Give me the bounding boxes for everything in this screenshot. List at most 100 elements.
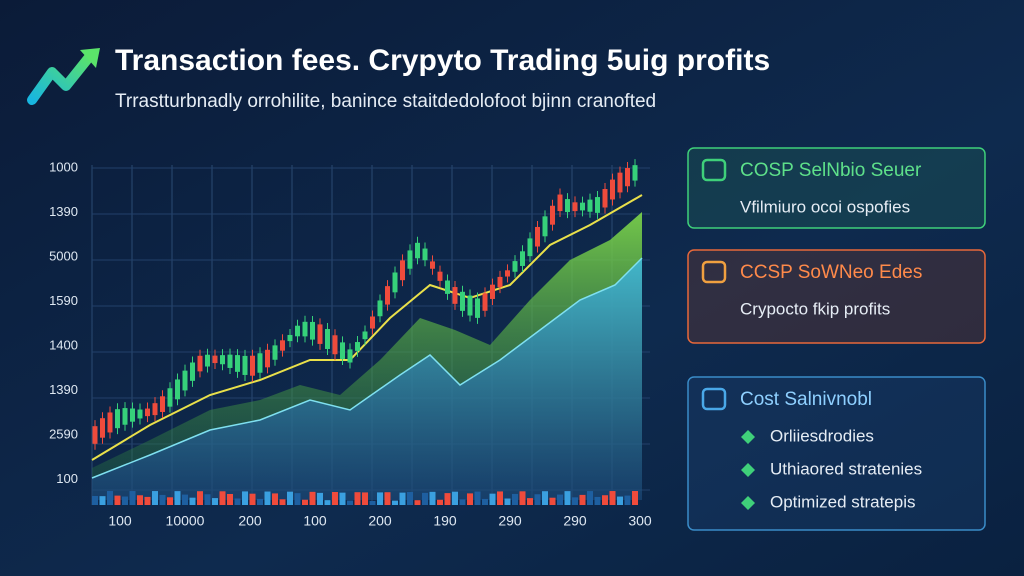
card xyxy=(687,376,986,531)
axis-labels: 1000 1390 5000 1590 1400 1390 2590 100 100 10000 2… xyxy=(49,159,652,528)
volume-bar xyxy=(369,500,376,505)
card-item: Orliiesdrodies xyxy=(770,426,874,445)
volume-bar xyxy=(414,500,421,505)
candle-body xyxy=(160,396,165,412)
volume-bar xyxy=(587,491,593,505)
volume-bar xyxy=(227,493,233,505)
blue-area xyxy=(92,258,642,500)
candle-body xyxy=(415,242,420,259)
volume-bar xyxy=(624,495,631,505)
volume-bar xyxy=(632,491,638,505)
volume-bar xyxy=(482,498,488,505)
candle-body xyxy=(152,403,158,416)
candles xyxy=(92,159,638,450)
candle-body xyxy=(250,355,255,376)
candle-body xyxy=(197,355,203,372)
candle-body xyxy=(535,226,540,247)
y-label: 1000 xyxy=(49,159,78,174)
card xyxy=(687,249,986,344)
volume-bar xyxy=(182,494,188,505)
volume-bar xyxy=(159,494,166,505)
candle-body xyxy=(527,238,533,257)
card-title: COSP SelNbio Seuer xyxy=(740,160,922,181)
candle-body xyxy=(122,408,128,425)
candle-body xyxy=(617,172,623,193)
volume-bar xyxy=(444,493,451,505)
volume-bar xyxy=(519,491,526,505)
candle-body xyxy=(355,342,360,351)
bullet xyxy=(741,496,755,510)
volume-bar xyxy=(399,492,406,505)
card-item: Vfilmiuro ocoi ospofies xyxy=(740,197,910,216)
candle-body xyxy=(505,270,510,277)
volume-bar xyxy=(174,491,181,505)
card xyxy=(687,147,986,229)
candle-body xyxy=(107,412,113,433)
volume-bar xyxy=(122,496,128,505)
volume-bar xyxy=(219,491,226,505)
card-icon xyxy=(701,260,727,284)
y-label: 5000 xyxy=(49,248,78,263)
candle-body xyxy=(182,370,188,391)
y-label: 100 xyxy=(56,471,78,486)
card-item: Uthiaored stratenies xyxy=(770,459,922,478)
candle-body xyxy=(257,353,263,373)
volume-bar xyxy=(302,499,308,505)
candle-body xyxy=(235,355,240,372)
volume-bar xyxy=(212,498,218,505)
x-label: 290 xyxy=(498,513,522,529)
volume-bar xyxy=(152,491,158,505)
volume-bar xyxy=(594,496,601,505)
cards: COSP SelNbio Seuer Vfilmiuro ocoi ospofie… xyxy=(687,147,986,531)
candle-body xyxy=(407,250,413,269)
x-label: 300 xyxy=(628,513,652,529)
candle-body xyxy=(625,168,630,187)
x-label: 100 xyxy=(303,513,327,529)
candle-body xyxy=(467,295,473,316)
volume-bar xyxy=(317,492,323,505)
volume-bar xyxy=(332,492,338,505)
candle-body xyxy=(317,324,323,344)
volume-bar xyxy=(189,497,196,505)
volume-bar xyxy=(392,500,398,505)
logo xyxy=(27,48,100,105)
candle-body xyxy=(220,355,225,365)
volume xyxy=(92,491,638,505)
volume-bar xyxy=(407,492,413,505)
volume-bar xyxy=(309,491,316,505)
candle-body xyxy=(212,355,218,364)
candle-body xyxy=(475,298,480,318)
candle-body xyxy=(392,272,398,293)
volume-bar xyxy=(347,500,353,505)
candle-body xyxy=(602,189,608,208)
volume-bar xyxy=(452,491,458,505)
volume-bar xyxy=(279,499,286,505)
candle-body xyxy=(287,334,293,342)
candle-body xyxy=(205,354,210,367)
candle-body xyxy=(452,287,458,304)
volume-bar xyxy=(609,491,616,505)
volume-bar xyxy=(294,493,301,505)
volume-bar xyxy=(272,493,278,505)
volume-bar xyxy=(144,496,151,505)
x-label: 10000 xyxy=(166,513,205,529)
candle-body xyxy=(550,205,555,225)
volume-bar xyxy=(249,493,256,505)
candle-body xyxy=(377,300,383,317)
volume-bar xyxy=(549,497,556,505)
candle-body xyxy=(115,409,120,429)
candle-body xyxy=(512,261,518,272)
candle-body xyxy=(227,354,233,368)
y-label: 1400 xyxy=(49,337,78,352)
volume-bar xyxy=(512,493,518,505)
volume-bar xyxy=(242,491,248,505)
volume-bar xyxy=(384,492,391,505)
x-label: 190 xyxy=(433,513,457,529)
volume-bar xyxy=(129,491,136,505)
candle-body xyxy=(482,293,488,311)
volume-bar xyxy=(167,497,173,505)
bullet xyxy=(741,463,755,477)
candle-body xyxy=(557,194,563,212)
candle-body xyxy=(430,261,435,269)
